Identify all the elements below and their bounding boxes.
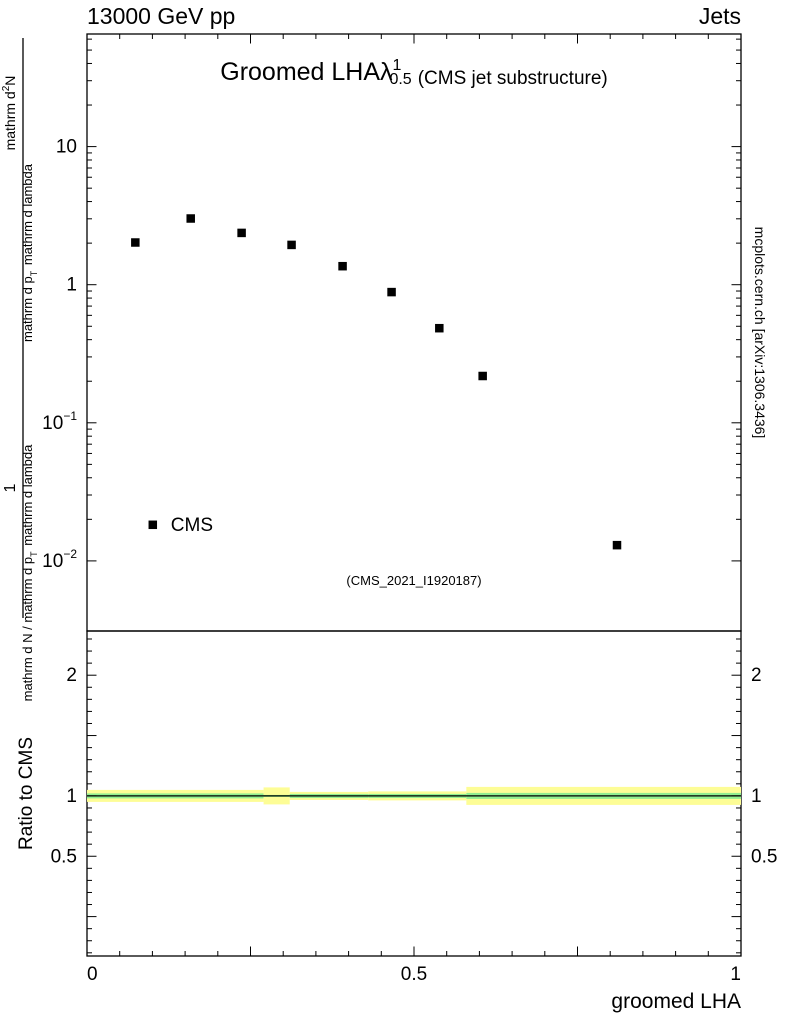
svg-text:1: 1	[2, 483, 19, 492]
svg-text:0: 0	[87, 964, 98, 985]
svg-text:1: 1	[730, 964, 741, 985]
svg-text:0.5: 0.5	[751, 846, 777, 867]
svg-text:13000 GeV pp: 13000 GeV pp	[87, 3, 235, 29]
svg-text:1: 1	[751, 786, 762, 807]
svg-text:groomed LHA: groomed LHA	[611, 990, 741, 1013]
svg-text:0.5: 0.5	[51, 846, 77, 867]
svg-text:mcplots.cern.ch [arXiv:1306.34: mcplots.cern.ch [arXiv:1306.3436]	[752, 227, 768, 439]
svg-text:10: 10	[56, 137, 77, 158]
svg-text:(CMS_2021_I1920187): (CMS_2021_I1920187)	[346, 573, 481, 588]
svg-text:CMS: CMS	[171, 515, 213, 536]
svg-text:2: 2	[66, 665, 77, 686]
svg-text:Jets: Jets	[699, 3, 741, 29]
svg-text:Ratio to CMS: Ratio to CMS	[16, 737, 37, 850]
svg-text:0.5: 0.5	[401, 964, 427, 985]
svg-text:1: 1	[66, 786, 77, 807]
svg-text:2: 2	[751, 665, 762, 686]
svg-text:1: 1	[66, 275, 77, 296]
